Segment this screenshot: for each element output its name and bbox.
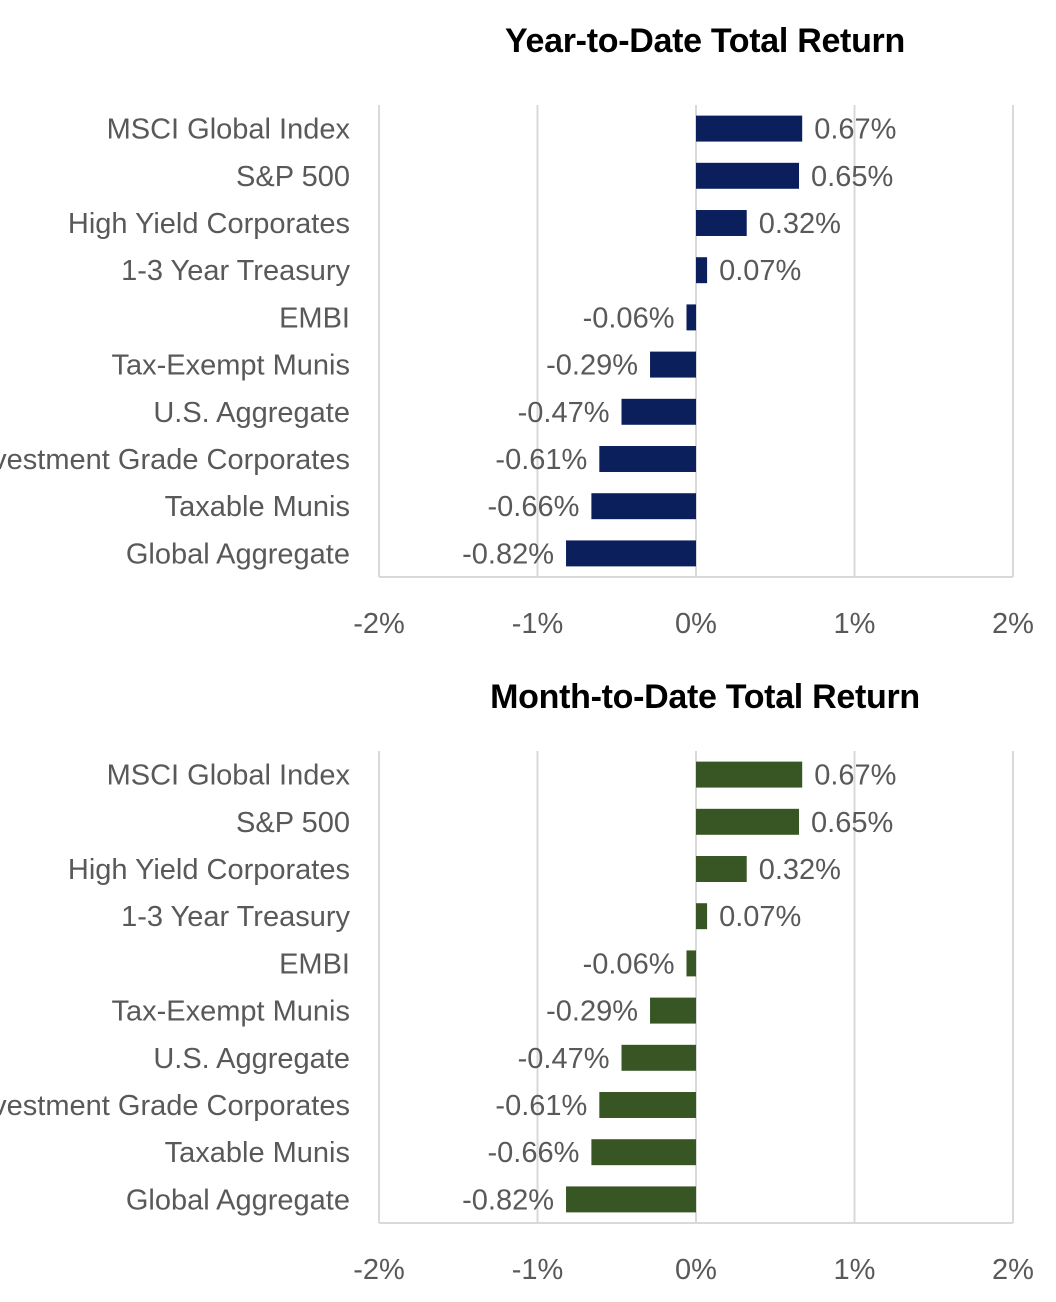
data-label: -0.06% — [583, 948, 675, 980]
bar — [599, 446, 696, 472]
x-tick-label: 2% — [992, 608, 1034, 640]
x-tick-label: 1% — [834, 1254, 876, 1286]
data-label: 0.65% — [811, 161, 893, 193]
bar — [696, 115, 803, 142]
data-label: -0.82% — [462, 1184, 554, 1216]
bar — [621, 1044, 696, 1071]
mtd-chart: Month-to-Date Total Return -2% -1% 0% 1% 2% M… — [0, 650, 1056, 1302]
data-label: 0.67% — [814, 114, 896, 146]
data-label: -0.66% — [487, 1137, 579, 1169]
data-label: -0.06% — [583, 302, 675, 334]
ytd-chart: Year-to-Date Total Return -2% -1% 0% 1% 2% MS… — [0, 0, 1056, 650]
bar — [599, 1092, 696, 1118]
data-label: -0.29% — [546, 996, 638, 1028]
data-label: 0.67% — [814, 760, 896, 792]
x-tick-label: -1% — [512, 608, 564, 640]
data-label: 0.32% — [759, 208, 841, 240]
x-tick-label: 0% — [675, 1254, 717, 1286]
category-label: Taxable Munis — [165, 1137, 350, 1169]
data-label: -0.82% — [462, 538, 554, 570]
data-label: 0.07% — [719, 255, 801, 287]
data-label: 0.32% — [759, 854, 841, 886]
category-label: High Yield Corporates — [68, 854, 350, 886]
bar — [686, 950, 696, 977]
x-tick-label: -2% — [353, 608, 405, 640]
data-label: -0.47% — [518, 397, 610, 429]
category-label: EMBI — [279, 948, 350, 980]
category-label: Global Aggregate — [126, 538, 350, 570]
data-label: -0.61% — [495, 444, 587, 476]
category-label: U.S. Aggregate — [153, 397, 350, 429]
category-label: MSCI Global Index — [107, 114, 351, 146]
bar — [591, 1139, 696, 1166]
data-label: 0.65% — [811, 807, 893, 839]
chart-title: Year-to-Date Total Return — [505, 22, 905, 60]
category-label: U.S. Aggregate — [153, 1043, 350, 1075]
category-label: Global Aggregate — [126, 1184, 350, 1216]
data-label: -0.29% — [546, 350, 638, 382]
bar — [696, 808, 800, 835]
category-label: Taxable Munis — [165, 491, 350, 523]
bar — [696, 761, 803, 788]
x-tick-label: 1% — [834, 608, 876, 640]
category-label: 1-3 Year Treasury — [121, 255, 350, 287]
x-tick-label: 2% — [992, 1254, 1034, 1286]
bar — [686, 304, 696, 331]
data-label: -0.66% — [487, 491, 579, 523]
x-tick-label: -1% — [512, 1254, 564, 1286]
data-label: -0.47% — [518, 1043, 610, 1075]
bar — [696, 210, 747, 236]
bar — [591, 493, 696, 520]
chart-title: Month-to-Date Total Return — [490, 678, 920, 716]
bar — [650, 997, 696, 1024]
category-label: MSCI Global Index — [107, 760, 351, 792]
bar — [566, 1186, 696, 1213]
bar — [650, 351, 696, 378]
category-label: High Yield Corporates — [68, 208, 350, 240]
mtd-chart-svg: -2% -1% 0% 1% 2% MSCI Global Index 0.67% S&P 50… — [0, 751, 1034, 1286]
bar — [696, 162, 800, 189]
category-label: Investment Grade Corporates — [0, 444, 350, 476]
category-label: EMBI — [279, 302, 350, 334]
x-tick-label: 0% — [675, 608, 717, 640]
category-label: Tax-Exempt Munis — [111, 350, 350, 382]
category-label: S&P 500 — [236, 807, 350, 839]
x-tick-label: -2% — [353, 1254, 405, 1286]
category-label: Tax-Exempt Munis — [111, 996, 350, 1028]
category-label: 1-3 Year Treasury — [121, 901, 350, 933]
data-label: -0.61% — [495, 1090, 587, 1122]
bar — [696, 257, 708, 284]
ytd-chart-svg: -2% -1% 0% 1% 2% MSCI Global Index 0.67% S&P 50… — [0, 105, 1034, 640]
bar — [696, 903, 708, 930]
bar — [696, 856, 747, 882]
bar — [621, 398, 696, 425]
category-label: S&P 500 — [236, 161, 350, 193]
bar — [566, 540, 696, 567]
category-label: Investment Grade Corporates — [0, 1090, 350, 1122]
data-label: 0.07% — [719, 901, 801, 933]
